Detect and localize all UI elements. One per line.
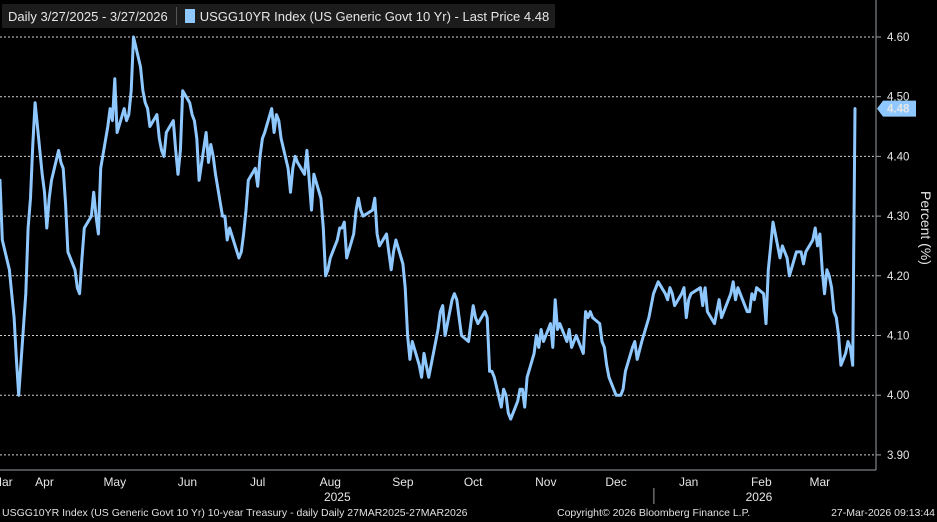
series-color-swatch	[184, 9, 195, 23]
y-tick-label: 4.30	[887, 211, 909, 223]
x-tick-label: Sep	[392, 475, 414, 489]
y-tick-label: 3.90	[887, 450, 909, 462]
x-ticks: Mar Apr May Jun Jul Aug Sep Oct Nov Dec Jan Feb Mar 2…	[0, 475, 830, 504]
last-price-label: 4.48	[887, 104, 910, 116]
y-tick-label: 4.40	[887, 151, 909, 163]
y-tick-label: 4.20	[887, 271, 909, 283]
year-label: 2026	[746, 490, 773, 504]
last-price-tag	[877, 100, 916, 117]
footer: USGG10YR Index (US Generic Govt 10 Yr) 1…	[0, 505, 937, 522]
x-tick-label: May	[103, 475, 126, 489]
x-tick-label: Feb	[751, 475, 772, 489]
y-tick-label: 4.10	[887, 331, 909, 343]
series-line-usgg10yr	[0, 35, 857, 421]
legend-divider	[175, 7, 177, 25]
y-tick-label: 4.60	[887, 32, 909, 44]
x-tick-label: Jun	[178, 475, 197, 489]
series-legend-label: USGG10YR Index (US Generic Govt 10 Yr) -…	[199, 8, 550, 24]
x-tick-label: Jul	[250, 475, 265, 489]
x-tick-label: Aug	[320, 475, 341, 489]
date-range-label: Daily 3/27/2025 - 3/27/2026	[8, 8, 168, 24]
footer-description: USGG10YR Index (US Generic Govt 10 Yr) 1…	[2, 507, 468, 519]
footer-copyright: Copyright© 2026 Bloomberg Finance L.P.	[557, 507, 751, 519]
chart-legend: Daily 3/27/2025 - 3/27/2026 USGG10YR Ind…	[2, 4, 556, 28]
footer-timestamp: 27-Mar-2026 09:13:44	[831, 507, 935, 519]
x-tick-label: Jan	[679, 475, 698, 489]
y-tick-label: 4.00	[887, 390, 909, 402]
x-tick-label: Mar	[0, 475, 13, 489]
x-tick-label: Dec	[605, 475, 626, 489]
x-tick-label: Mar	[810, 475, 831, 489]
y-axis-label: Percent (%)	[918, 191, 934, 265]
last-price-marker: 4.48	[877, 100, 916, 117]
year-label: 2025	[324, 490, 351, 504]
x-tick-label: Apr	[35, 475, 54, 489]
x-tick-label: Nov	[535, 475, 556, 489]
x-tick-label: Oct	[464, 475, 483, 489]
